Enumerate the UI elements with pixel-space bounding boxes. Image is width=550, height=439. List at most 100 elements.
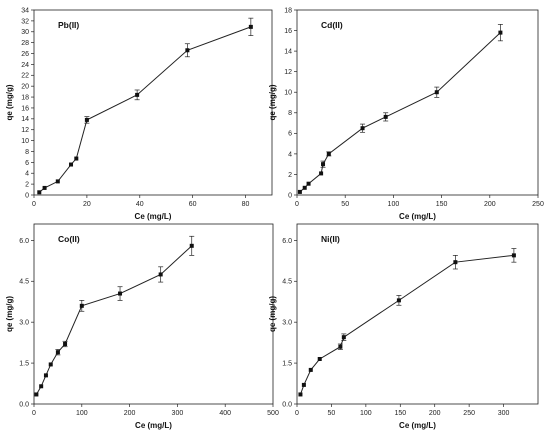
data-point — [498, 30, 503, 35]
data-point — [338, 344, 343, 349]
x-axis-label: Ce (mg/L) — [135, 421, 172, 430]
y-tick-label: 10 — [284, 90, 292, 97]
chart-cd: 0 50 100 150 200 250 0 2 4 6 8 10 12 14 16 18 Ce (mg/L) q… — [268, 7, 544, 221]
x-tick-label: 100 — [76, 410, 88, 417]
y-tick-label: 22 — [21, 73, 29, 80]
y-tick-label: 18 — [21, 94, 29, 101]
y-tick-label: 24 — [21, 62, 29, 69]
y-tick-label: 0 — [25, 192, 29, 199]
y-tick-label: 16 — [21, 105, 29, 112]
x-tick-label: 60 — [189, 201, 197, 208]
plot-frame — [296, 223, 539, 405]
data-point — [326, 151, 331, 156]
y-tick-label: 26 — [21, 51, 29, 58]
x-tick-label: 40 — [136, 201, 144, 208]
data-point — [297, 189, 302, 194]
data-point — [185, 48, 190, 53]
y-tick-label: 10 — [21, 138, 29, 145]
y-tick-label: 6.0 — [282, 238, 292, 245]
data-point — [118, 291, 123, 296]
data-point — [37, 190, 42, 195]
x-tick-label: 300 — [498, 410, 510, 417]
x-tick-label: 0 — [295, 410, 299, 417]
y-tick-label: 32 — [21, 18, 29, 25]
data-point — [42, 185, 47, 190]
data-point — [55, 179, 60, 184]
data-point — [434, 90, 439, 95]
series-line — [38, 26, 252, 193]
x-axis-label: Ce (mg/L) — [135, 212, 172, 221]
chart-title: Pb(II) — [58, 20, 79, 30]
x-tick-label: 300 — [172, 410, 184, 417]
data-point — [301, 382, 306, 387]
data-point — [189, 243, 194, 248]
data-point — [158, 272, 163, 277]
series-line — [35, 245, 193, 395]
x-tick-label: 500 — [267, 410, 279, 417]
data-point — [43, 373, 48, 378]
series-line — [299, 254, 514, 395]
y-tick-label: 8 — [288, 110, 292, 117]
data-point — [360, 126, 365, 131]
data-point — [34, 392, 39, 397]
y-axis-label: qe (mg/g) — [268, 296, 277, 332]
data-point — [321, 162, 326, 167]
y-tick-label: 0.0 — [19, 401, 29, 408]
data-point — [135, 92, 140, 97]
data-point — [48, 362, 53, 367]
y-tick-label: 3.0 — [19, 320, 29, 327]
data-point — [69, 162, 74, 167]
x-tick-label: 0 — [295, 201, 299, 208]
data-point — [319, 171, 324, 176]
chart-ni: 0 50 100 150 200 250 300 0.0 1.5 3.0 4.5 6.0 Ce (mg/… — [268, 223, 539, 430]
x-tick-label: 0 — [32, 201, 36, 208]
x-tick-label: 250 — [463, 410, 475, 417]
x-tick-label: 20 — [83, 201, 91, 208]
data-point — [302, 185, 307, 190]
y-tick-label: 6 — [288, 131, 292, 138]
y-tick-label: 4.5 — [282, 279, 292, 286]
y-axis-label: qe (mg/g) — [5, 296, 14, 332]
data-point — [55, 350, 60, 355]
x-tick-label: 150 — [436, 201, 448, 208]
y-tick-label: 28 — [21, 40, 29, 47]
y-tick-label: 34 — [21, 7, 29, 14]
y-tick-label: 16 — [284, 28, 292, 35]
y-tick-label: 6 — [25, 160, 29, 167]
x-tick-label: 150 — [394, 410, 406, 417]
y-tick-label: 12 — [21, 127, 29, 134]
y-axis-label: qe (mg/g) — [5, 84, 14, 120]
plot-frame — [33, 223, 274, 405]
chart-title: Ni(II) — [321, 234, 340, 244]
x-tick-label: 50 — [328, 410, 336, 417]
plot-frame — [296, 9, 539, 196]
data-point — [298, 392, 303, 397]
x-tick-label: 200 — [429, 410, 441, 417]
y-tick-label: 6.0 — [19, 238, 29, 245]
y-tick-label: 30 — [21, 29, 29, 36]
data-point — [396, 298, 401, 303]
y-tick-label: 4.5 — [19, 279, 29, 286]
data-point — [317, 357, 322, 361]
y-tick-label: 4 — [288, 151, 292, 158]
data-point — [306, 181, 311, 186]
chart-title: Co(II) — [58, 234, 80, 244]
x-tick-label: 200 — [124, 410, 136, 417]
x-tick-label: 200 — [484, 201, 496, 208]
series-line — [299, 32, 501, 193]
x-tick-label: 400 — [219, 410, 231, 417]
x-tick-label: 100 — [388, 201, 400, 208]
x-axis-label: Ce (mg/L) — [399, 421, 436, 430]
y-axis-label: qe (mg/g) — [268, 84, 277, 120]
y-tick-label: 14 — [21, 116, 29, 123]
data-point — [383, 114, 388, 119]
y-tick-label: 18 — [284, 7, 292, 14]
data-point — [74, 156, 79, 161]
y-tick-label: 1.5 — [19, 360, 29, 367]
y-tick-label: 2 — [288, 172, 292, 179]
chart-pb: 0 20 40 60 800246810121416182022242628303234… — [5, 7, 273, 221]
x-tick-label: 80 — [242, 201, 250, 208]
data-point — [79, 303, 84, 308]
y-tick-label: 12 — [284, 69, 292, 76]
